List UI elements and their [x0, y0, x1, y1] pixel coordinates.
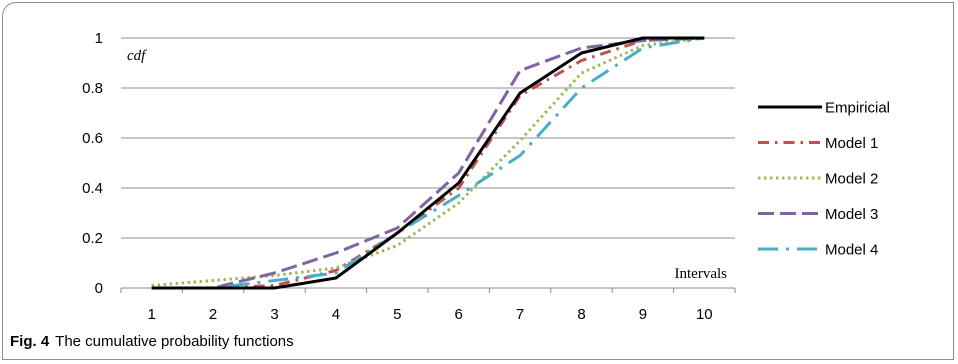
legend-label: Empiricial	[825, 100, 890, 117]
x-tick-label: 3	[270, 306, 278, 323]
x-tick-label: 4	[332, 306, 340, 323]
x-tick-label: 10	[696, 306, 713, 323]
x-tick-label: 6	[455, 306, 463, 323]
x-tick-label: 8	[577, 306, 585, 323]
series-line-model-2	[151, 36, 705, 287]
x-tick-label: 7	[516, 306, 524, 323]
figure-caption: Fig. 4 The cumulative probability functio…	[10, 333, 294, 350]
series-line-model-3	[151, 36, 705, 290]
series-line-empiricial	[151, 36, 705, 290]
legend: Empiricial Model 1 Model 2 Model 3 Model 4	[758, 100, 890, 259]
x-tick-labels: 1 2 3 4 5 6 7 8 9 10	[148, 306, 713, 323]
y-tick-label: 0	[95, 280, 103, 297]
y-axis-label: cdf	[127, 48, 147, 64]
x-tick-label: 2	[209, 306, 217, 323]
y-tick-label: 0.6	[82, 130, 103, 147]
series-line-model-1	[151, 36, 705, 290]
figure-frame	[2, 2, 954, 360]
y-tick-labels: 0 0.2 0.4 0.6 0.8 1	[82, 30, 103, 297]
series-line-model-4	[151, 36, 705, 290]
x-tick-label: 1	[148, 306, 156, 323]
y-tick-label: 0.8	[82, 80, 103, 97]
gridlines	[121, 37, 735, 239]
x-tick-label: 5	[393, 306, 401, 323]
legend-label: Model 4	[825, 242, 878, 259]
legend-label: Model 3	[825, 206, 878, 223]
caption-text: The cumulative probability functions	[55, 333, 294, 350]
y-tick-label: 0.4	[82, 180, 103, 197]
x-axis-label: Intervals	[675, 266, 728, 282]
y-tick-label: 1	[95, 30, 103, 47]
series-lines	[151, 36, 705, 290]
figure-label: Fig. 4	[10, 333, 50, 350]
cdf-chart: 0 0.2 0.4 0.6 0.8 1 1 2 3 4 5 6 7 8 9 10 cdf Intervals…	[82, 30, 890, 323]
legend-label: Model 1	[825, 135, 878, 152]
y-tick-label: 0.2	[82, 230, 103, 247]
x-tick-label: 9	[639, 306, 647, 323]
legend-label: Model 2	[825, 171, 878, 188]
